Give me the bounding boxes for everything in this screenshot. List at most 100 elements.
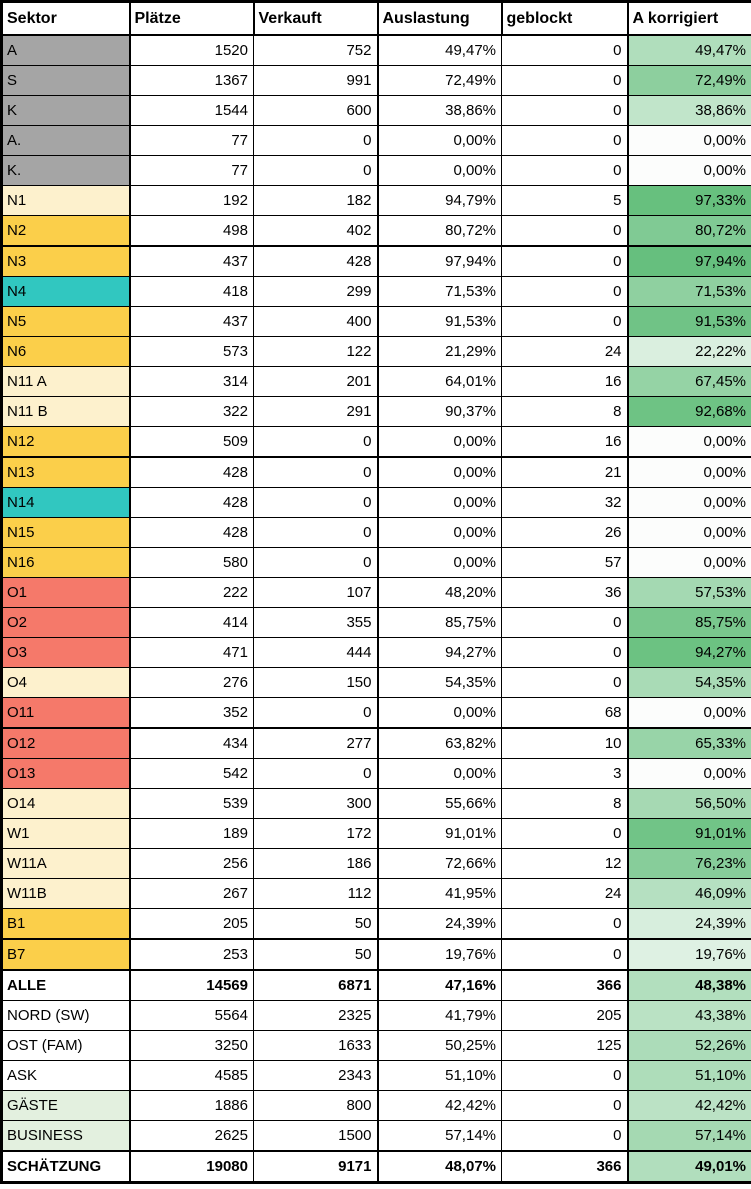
cell-geblockt: 0 bbox=[501, 1090, 629, 1121]
cell-sektor: A. bbox=[0, 125, 131, 156]
cell-akorrigiert: 67,45% bbox=[627, 366, 751, 397]
cell-plaetze: 1367 bbox=[129, 65, 254, 96]
cell-plaetze: 418 bbox=[129, 276, 254, 307]
cell-geblockt: 68 bbox=[501, 697, 629, 729]
cell-sektor: GÄSTE bbox=[0, 1090, 131, 1121]
cell-plaetze: 19080 bbox=[129, 1150, 254, 1184]
cell-akorrigiert: 92,68% bbox=[627, 396, 751, 427]
cell-plaetze: 222 bbox=[129, 577, 254, 608]
cell-verkauft: 428 bbox=[253, 245, 379, 277]
cell-auslastung: 51,10% bbox=[377, 1060, 502, 1091]
cell-sektor: SCHÄTZUNG bbox=[0, 1150, 131, 1184]
cell-plaetze: 14569 bbox=[129, 969, 254, 1001]
table-row-n16: N16 580 0 0,00% 57 0,00% bbox=[0, 547, 751, 578]
cell-akorrigiert: 0,00% bbox=[627, 487, 751, 518]
table-row-business: BUSINESS 2625 1500 57,14% 0 57,14% bbox=[0, 1120, 751, 1152]
cell-auslastung: 41,79% bbox=[377, 1000, 502, 1031]
cell-sektor: N5 bbox=[0, 306, 131, 337]
cell-akorrigiert: 46,09% bbox=[627, 878, 751, 909]
cell-plaetze: 1544 bbox=[129, 95, 254, 126]
header-geblockt: geblockt bbox=[500, 0, 629, 36]
cell-sektor: O12 bbox=[0, 727, 131, 759]
cell-akorrigiert: 94,27% bbox=[627, 637, 751, 668]
cell-plaetze: 77 bbox=[129, 155, 254, 186]
table-row-k: K 1544 600 38,86% 0 38,86% bbox=[0, 95, 751, 126]
cell-auslastung: 57,14% bbox=[377, 1120, 502, 1152]
cell-geblockt: 366 bbox=[501, 1150, 629, 1184]
cell-akorrigiert: 49,47% bbox=[627, 34, 751, 66]
cell-auslastung: 48,07% bbox=[377, 1150, 502, 1184]
cell-auslastung: 0,00% bbox=[377, 758, 502, 789]
cell-auslastung: 71,53% bbox=[377, 276, 502, 307]
cell-sektor: A bbox=[0, 34, 131, 66]
cell-sektor: ALLE bbox=[0, 969, 131, 1001]
cell-plaetze: 1520 bbox=[129, 34, 254, 66]
header-plaetze: Plätze bbox=[128, 0, 255, 36]
cell-sektor: N1 bbox=[0, 185, 131, 216]
cell-verkauft: 800 bbox=[253, 1090, 379, 1121]
cell-akorrigiert: 51,10% bbox=[627, 1060, 751, 1091]
cell-verkauft: 991 bbox=[253, 65, 379, 96]
cell-auslastung: 41,95% bbox=[377, 878, 502, 909]
cell-plaetze: 428 bbox=[129, 456, 254, 488]
cell-auslastung: 97,94% bbox=[377, 245, 502, 277]
cell-akorrigiert: 22,22% bbox=[627, 336, 751, 367]
cell-geblockt: 0 bbox=[501, 908, 629, 940]
header-akorrigiert: A korrigiert bbox=[626, 0, 751, 36]
cell-akorrigiert: 0,00% bbox=[627, 125, 751, 156]
table-header: Sektor Plätze Verkauft Auslastung geblockt A … bbox=[0, 0, 751, 36]
cell-sektor: N12 bbox=[0, 426, 131, 458]
table-row-nord-sw-: NORD (SW) 5564 2325 41,79% 205 43,38% bbox=[0, 1000, 751, 1031]
cell-verkauft: 50 bbox=[253, 938, 379, 971]
cell-sektor: N16 bbox=[0, 547, 131, 578]
cell-sektor: O1 bbox=[0, 577, 131, 608]
cell-geblockt: 21 bbox=[501, 456, 629, 488]
table-row-o3: O3 471 444 94,27% 0 94,27% bbox=[0, 637, 751, 668]
cell-akorrigiert: 19,76% bbox=[627, 938, 751, 971]
table-row-o14: O14 539 300 55,66% 8 56,50% bbox=[0, 788, 751, 819]
cell-akorrigiert: 42,42% bbox=[627, 1090, 751, 1121]
header-row: Sektor Plätze Verkauft Auslastung geblockt A … bbox=[0, 0, 751, 36]
cell-geblockt: 0 bbox=[501, 155, 629, 186]
cell-akorrigiert: 24,39% bbox=[627, 908, 751, 940]
cell-auslastung: 85,75% bbox=[377, 607, 502, 638]
cell-verkauft: 299 bbox=[253, 276, 379, 307]
cell-akorrigiert: 0,00% bbox=[627, 547, 751, 578]
cell-verkauft: 600 bbox=[253, 95, 379, 126]
cell-verkauft: 107 bbox=[253, 577, 379, 608]
cell-geblockt: 57 bbox=[501, 547, 629, 578]
cell-verkauft: 444 bbox=[253, 637, 379, 668]
cell-plaetze: 509 bbox=[129, 426, 254, 458]
cell-sektor: B7 bbox=[0, 938, 131, 971]
cell-plaetze: 539 bbox=[129, 788, 254, 819]
cell-geblockt: 16 bbox=[501, 366, 629, 397]
cell-sektor: N6 bbox=[0, 336, 131, 367]
table-body: A 1520 752 49,47% 0 49,47% S 1367 991 72,49% 0 72,4… bbox=[0, 34, 751, 1184]
cell-akorrigiert: 65,33% bbox=[627, 727, 751, 759]
cell-auslastung: 0,00% bbox=[377, 487, 502, 518]
cell-plaetze: 1886 bbox=[129, 1090, 254, 1121]
cell-verkauft: 0 bbox=[253, 487, 379, 518]
table-row-n4: N4 418 299 71,53% 0 71,53% bbox=[0, 276, 751, 307]
table-row-w11b: W11B 267 112 41,95% 24 46,09% bbox=[0, 878, 751, 909]
cell-verkauft: 752 bbox=[253, 34, 379, 66]
cell-verkauft: 6871 bbox=[253, 969, 379, 1001]
cell-auslastung: 47,16% bbox=[377, 969, 502, 1001]
cell-geblockt: 0 bbox=[501, 95, 629, 126]
cell-akorrigiert: 76,23% bbox=[627, 848, 751, 879]
cell-plaetze: 2625 bbox=[129, 1120, 254, 1152]
cell-geblockt: 0 bbox=[501, 65, 629, 96]
table-row-n11-a: N11 A 314 201 64,01% 16 67,45% bbox=[0, 366, 751, 397]
table-row-o11: O11 352 0 0,00% 68 0,00% bbox=[0, 697, 751, 729]
cell-geblockt: 5 bbox=[501, 185, 629, 216]
cell-auslastung: 0,00% bbox=[377, 547, 502, 578]
cell-sektor: O14 bbox=[0, 788, 131, 819]
cell-verkauft: 2343 bbox=[253, 1060, 379, 1091]
cell-verkauft: 0 bbox=[253, 517, 379, 548]
cell-auslastung: 48,20% bbox=[377, 577, 502, 608]
header-verkauft: Verkauft bbox=[252, 0, 379, 36]
cell-geblockt: 0 bbox=[501, 245, 629, 277]
cell-plaetze: 434 bbox=[129, 727, 254, 759]
cell-auslastung: 80,72% bbox=[377, 215, 502, 247]
